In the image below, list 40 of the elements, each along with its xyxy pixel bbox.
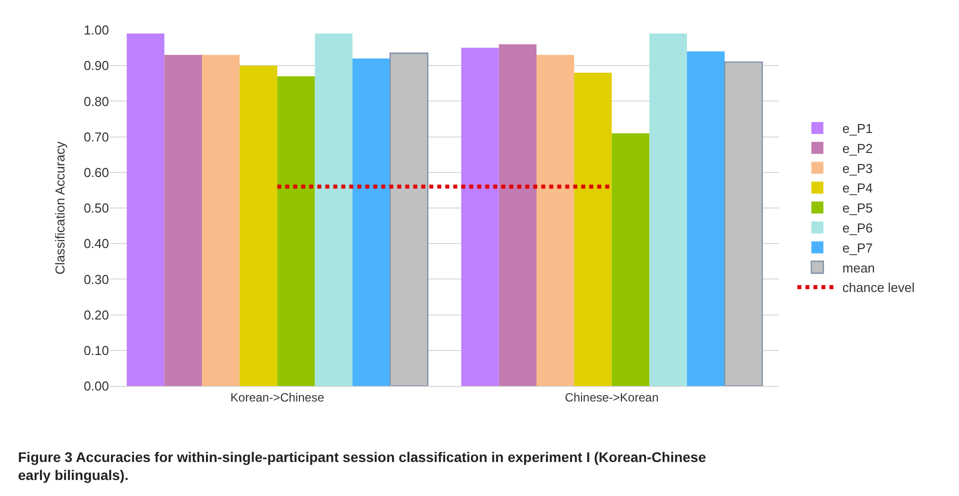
y-tick-label: 0.50: [84, 200, 109, 216]
bar: [277, 76, 315, 386]
y-tick-label: 0.90: [84, 58, 109, 74]
legend-label: e_P7: [842, 240, 873, 256]
y-tick-label: 0.30: [84, 272, 109, 287]
bar: [574, 72, 612, 386]
x-tick-label: Korean->Chinese: [230, 390, 324, 404]
bar: [498, 44, 536, 386]
bar: [724, 61, 763, 386]
y-tick-label: 0.00: [84, 378, 109, 394]
caption: Figure 3 Accuracies for within-single-participant session classification in experiment I (Korean-Chinese early bilinguals).: [18, 449, 706, 484]
bar: [649, 34, 688, 386]
legend-label: e_P6: [842, 220, 873, 236]
y-tick-label: 0.20: [84, 307, 109, 322]
legend-label: e_P5: [842, 200, 873, 216]
legend-label: chance level: [842, 280, 915, 296]
bar: [352, 58, 390, 386]
bar: [314, 34, 353, 386]
bar: [164, 54, 202, 386]
bar: [240, 66, 278, 386]
legend-label: e_P4: [842, 180, 873, 196]
bar: [126, 34, 164, 386]
x-tick-label: Chinese->Korean: [564, 390, 659, 404]
bar: [536, 54, 574, 386]
y-tick-label: 0.80: [84, 94, 109, 109]
y-tick-label: 0.60: [84, 164, 109, 180]
bar: [612, 133, 650, 386]
bar: [461, 48, 499, 386]
y-tick-label: 1.00: [84, 22, 109, 38]
legend-label: e_P3: [842, 160, 873, 176]
bar: [687, 51, 725, 386]
y-axis-title: Classification Accuracy: [52, 141, 68, 274]
bar: [202, 54, 240, 386]
bar: [390, 52, 428, 386]
legend-label: mean: [842, 260, 875, 276]
legend-label: e_P2: [842, 140, 873, 156]
y-tick-label: 0.40: [84, 236, 109, 252]
y-tick-label: 0.10: [84, 342, 109, 358]
legend-label: e_P1: [842, 121, 873, 136]
y-tick-label: 0.70: [84, 129, 109, 144]
